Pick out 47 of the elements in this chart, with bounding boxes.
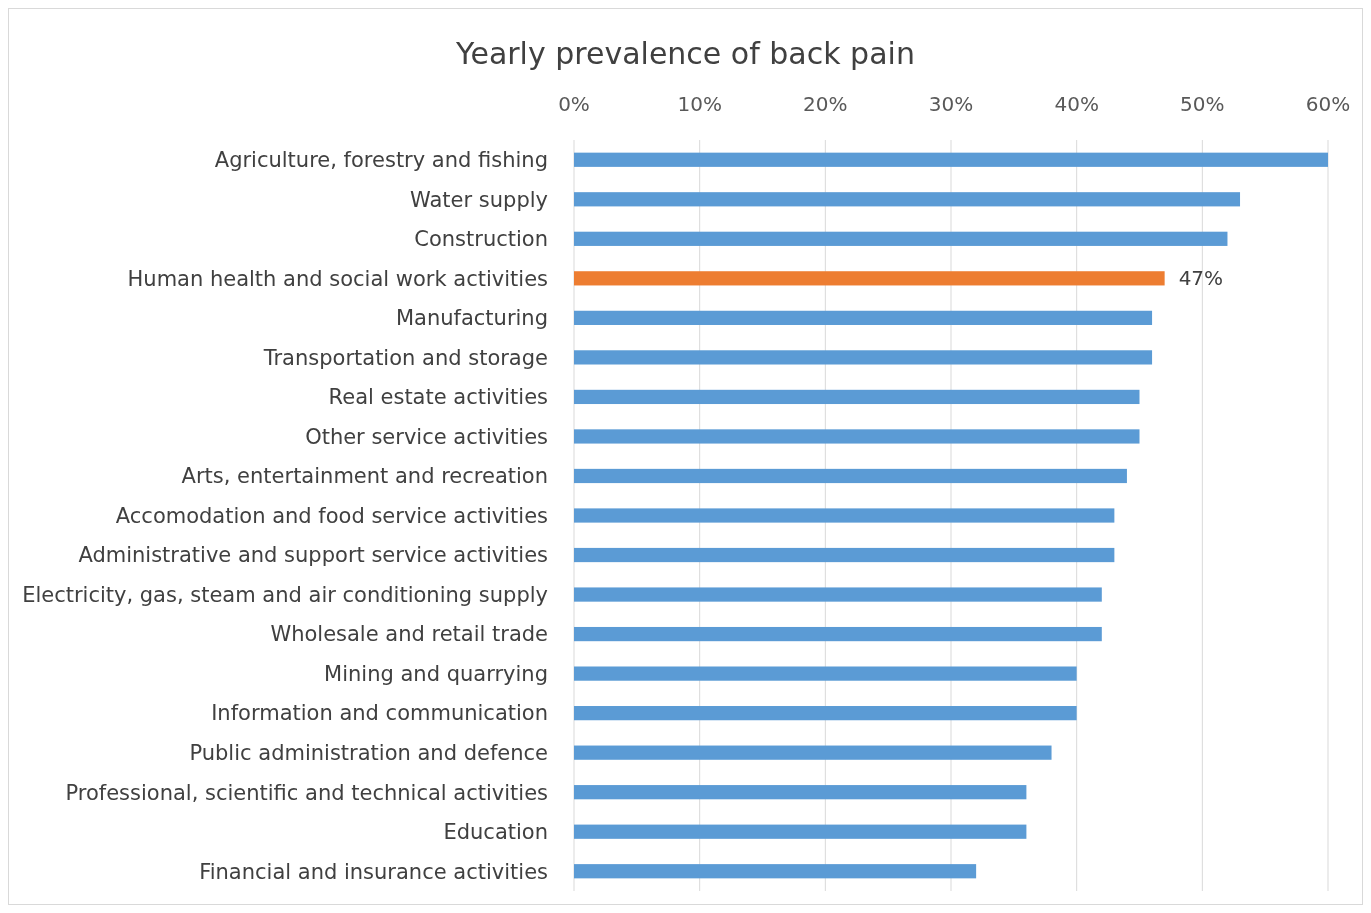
bar — [574, 547, 1115, 563]
y-tick-label: Arts, entertainment and recreation — [181, 464, 548, 489]
bar — [574, 666, 1077, 681]
bar — [574, 785, 1027, 800]
x-tick-label: 10% — [677, 92, 722, 116]
y-tick-label: Human health and social work activities — [127, 266, 548, 291]
y-tick-label: Electricity, gas, steam and air conditioning supply — [22, 582, 548, 607]
y-tick-label: Administrative and support service activities — [78, 543, 548, 568]
y-tick-label: Information and communication — [211, 701, 548, 726]
bar — [574, 587, 1102, 602]
x-tick-label: 60% — [1305, 92, 1351, 116]
bar — [574, 429, 1140, 444]
y-tick-label: Mining and quarrying — [324, 661, 548, 686]
y-tick-label: Agriculture, forestry and fishing — [214, 148, 548, 173]
bar — [574, 824, 1027, 839]
bar — [574, 626, 1102, 642]
bar — [574, 350, 1153, 365]
x-tick-label: 50% — [1180, 92, 1225, 116]
y-tick-label: Other service activities — [305, 424, 548, 449]
chart-title: Yearly prevalence of back pain — [455, 36, 915, 71]
bar — [574, 152, 1328, 167]
x-tick-label: 20% — [803, 92, 848, 116]
x-tick-label: 30% — [928, 92, 974, 116]
y-tick-label: Construction — [414, 227, 548, 252]
bar — [574, 192, 1241, 207]
data-label: 47% — [1178, 266, 1224, 291]
x-tick-label: 40% — [1054, 92, 1099, 116]
y-tick-label: Transportation and storage — [262, 345, 548, 370]
bar — [574, 468, 1127, 484]
bar — [574, 508, 1115, 523]
y-tick-label: Public administration and defence — [189, 741, 548, 766]
y-tick-label: Wholesale and retail trade — [270, 622, 548, 647]
bar — [574, 310, 1153, 325]
x-tick-label: 0% — [558, 92, 590, 116]
y-tick-label: Professional, scientific and technical activities — [65, 780, 548, 805]
y-tick-label: Education — [443, 820, 548, 845]
y-tick-label: Manufacturing — [395, 306, 548, 331]
bar — [574, 271, 1165, 286]
bar — [574, 231, 1228, 246]
y-tick-label: Accomodation and food service activities — [115, 503, 548, 528]
y-tick-label: Financial and insurance activities — [199, 859, 548, 884]
bar — [574, 706, 1077, 721]
bar — [574, 389, 1140, 405]
y-tick-label: Water supply — [410, 187, 548, 212]
bar — [574, 864, 977, 879]
bar — [574, 745, 1052, 760]
y-tick-label: Real estate activities — [328, 385, 548, 410]
